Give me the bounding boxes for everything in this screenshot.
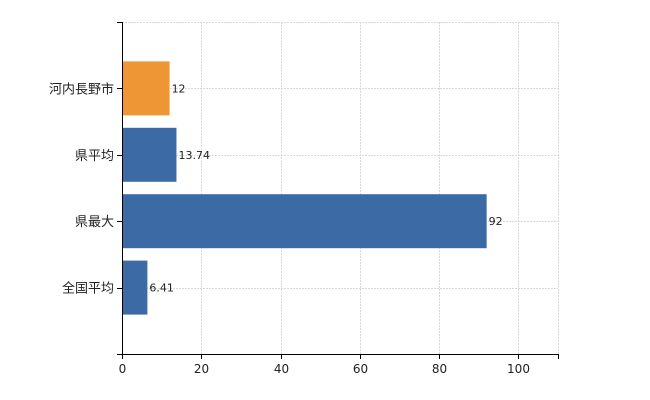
data-label: 12 <box>172 82 186 95</box>
bars <box>122 61 487 315</box>
x-tick-label: 100 <box>507 362 530 376</box>
x-tick-label: 20 <box>194 362 209 376</box>
bar <box>122 260 148 315</box>
gridlines <box>122 22 559 354</box>
category-label: 全国平均 <box>62 281 114 297</box>
data-label: 92 <box>489 215 503 228</box>
data-label: 13.74 <box>178 149 210 162</box>
category-label: 県最大 <box>75 215 114 230</box>
x-tick-label: 60 <box>353 362 368 376</box>
x-tick-label: 80 <box>432 362 447 376</box>
data-label: 6.41 <box>149 282 174 295</box>
axes <box>117 22 559 359</box>
bar <box>122 61 170 116</box>
bar <box>122 194 487 249</box>
category-label: 河内長野市 <box>49 81 114 97</box>
x-tick-label: 0 <box>119 362 127 376</box>
x-tick-label: 40 <box>274 362 289 376</box>
bar <box>122 127 177 182</box>
category-label: 県平均 <box>75 149 114 164</box>
labels: 河内長野市 12 県平均 13.74 県最大 92 全国平均 6.41 0 20 40 60 80 100 <box>49 81 530 376</box>
